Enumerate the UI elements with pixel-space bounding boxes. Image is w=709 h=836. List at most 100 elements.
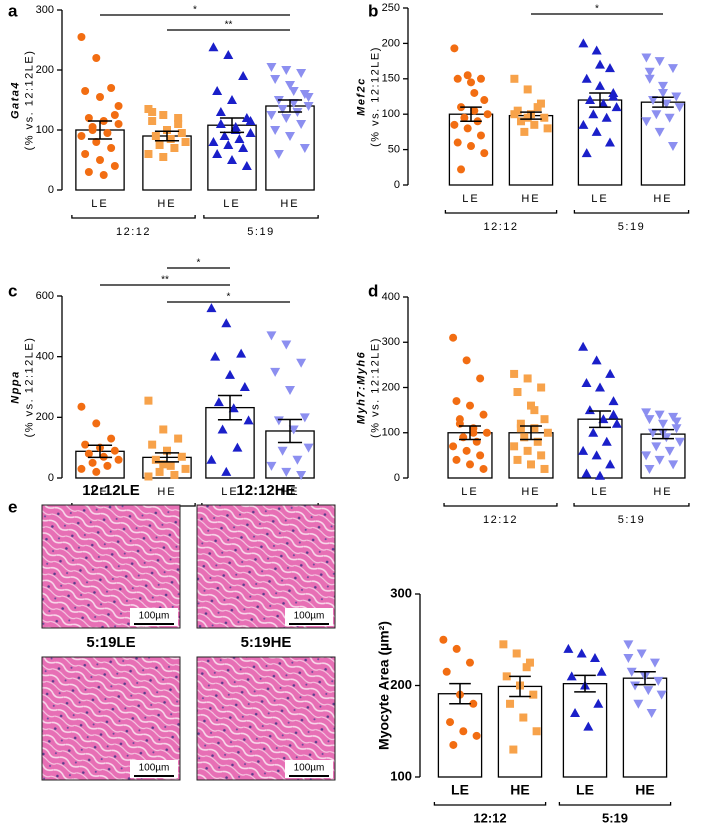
data-point xyxy=(656,690,667,700)
data-point xyxy=(452,455,461,464)
bar xyxy=(577,99,623,186)
data-point xyxy=(296,120,307,129)
image-title: 5:19HE xyxy=(241,634,292,651)
x-tick-label: LE xyxy=(461,486,478,498)
data-point xyxy=(181,138,190,146)
data-point xyxy=(266,111,277,120)
data-point xyxy=(598,414,609,424)
data-point xyxy=(512,649,521,658)
y-tick-label: 0 xyxy=(394,472,400,484)
data-point xyxy=(589,653,600,663)
y-tick-label: 100 xyxy=(382,108,400,120)
data-point xyxy=(595,470,605,480)
data-point xyxy=(626,667,637,677)
data-point xyxy=(467,142,475,151)
data-point xyxy=(479,410,488,419)
y-tick-label: 150 xyxy=(382,73,400,85)
data-point xyxy=(453,138,462,147)
data-point xyxy=(636,649,647,659)
data-point xyxy=(605,368,616,378)
data-point xyxy=(236,348,247,358)
data-point xyxy=(144,396,153,405)
data-point xyxy=(88,123,97,131)
data-point xyxy=(525,658,534,667)
data-point xyxy=(466,460,474,469)
error-bar xyxy=(520,111,542,120)
data-point xyxy=(608,396,619,406)
data-point xyxy=(107,84,116,92)
data-point xyxy=(273,416,284,426)
y-tick-label: 600 xyxy=(36,290,54,302)
data-point xyxy=(664,113,675,123)
data-point xyxy=(601,112,612,122)
scale-label: 100µm xyxy=(294,611,325,622)
data-point xyxy=(148,117,157,125)
y-axis-label: Nppa (% vs. 12:12LE) xyxy=(9,337,35,438)
group-label: 5:19 xyxy=(618,514,645,526)
data-point xyxy=(591,450,602,460)
data-point xyxy=(510,369,519,378)
data-point xyxy=(523,85,532,94)
data-point xyxy=(114,102,123,110)
data-point xyxy=(103,461,112,470)
data-point xyxy=(296,470,307,480)
x-tick-label: HE xyxy=(653,193,672,205)
x-tick-label: HE xyxy=(157,198,176,210)
error-bar xyxy=(574,674,596,693)
data-point xyxy=(578,445,589,455)
data-point xyxy=(88,458,97,467)
data-point xyxy=(470,106,479,115)
panel-letter: d xyxy=(368,281,378,300)
y-axis-unit: (% vs. 12:12LE) xyxy=(24,337,36,438)
error-bar xyxy=(634,671,656,686)
image-title: 12:12HE xyxy=(236,482,295,499)
data-point xyxy=(591,126,602,136)
data-point xyxy=(107,434,116,443)
data-point xyxy=(208,42,219,52)
data-point xyxy=(107,144,116,152)
data-point xyxy=(270,75,281,84)
data-point xyxy=(671,424,682,434)
data-point xyxy=(641,117,652,127)
data-point xyxy=(581,73,592,83)
y-tick-label: 100 xyxy=(382,427,400,439)
group-label: 12:12 xyxy=(483,221,518,233)
panel-letter: e xyxy=(8,497,17,516)
data-point xyxy=(513,388,522,397)
error-bar xyxy=(219,117,245,134)
data-point xyxy=(114,455,123,464)
error-bar xyxy=(449,682,471,705)
group-label: 12:12 xyxy=(483,514,518,526)
group-label: 12:12 xyxy=(116,226,151,238)
data-point xyxy=(221,318,232,328)
data-point xyxy=(170,144,179,152)
data-point xyxy=(446,718,455,727)
x-tick-label: HE xyxy=(521,486,540,498)
data-point xyxy=(449,442,458,451)
data-point xyxy=(163,126,171,134)
significance-label: ** xyxy=(161,275,169,286)
data-point xyxy=(578,341,589,351)
data-point xyxy=(667,142,678,152)
data-point xyxy=(170,470,179,479)
data-point xyxy=(611,102,622,112)
data-point xyxy=(543,124,552,133)
group-bracket xyxy=(573,503,690,507)
data-point xyxy=(151,455,160,464)
data-point xyxy=(658,81,668,91)
data-point xyxy=(77,402,86,411)
data-point xyxy=(241,161,252,170)
data-point xyxy=(570,707,581,717)
error-bar xyxy=(509,675,531,698)
data-point xyxy=(166,135,175,143)
data-point xyxy=(581,148,592,158)
error-bar xyxy=(154,130,180,142)
scale-box xyxy=(130,608,178,626)
scale-box xyxy=(285,608,333,626)
data-point xyxy=(281,114,292,123)
data-point xyxy=(674,437,685,447)
data-point xyxy=(658,419,668,429)
data-point xyxy=(605,459,616,469)
data-point xyxy=(217,424,228,434)
data-point xyxy=(668,460,679,470)
